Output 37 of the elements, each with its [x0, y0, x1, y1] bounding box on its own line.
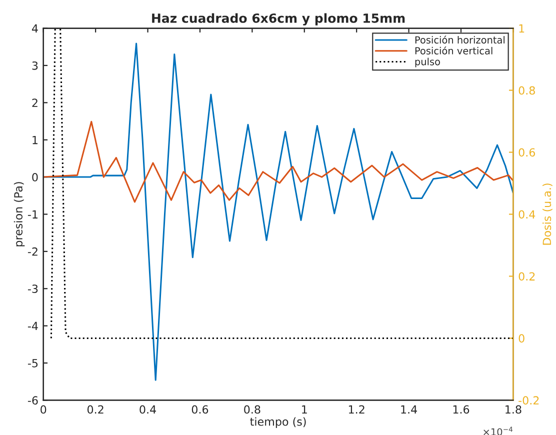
legend-label: Posición vertical — [415, 46, 492, 54]
y-tick-label: 3 — [32, 61, 38, 70]
y-axis-title: presion (Pa) — [14, 182, 25, 246]
x-tick-label: 1.6 — [453, 405, 470, 414]
y2-tick-label: 0.8 — [518, 86, 535, 95]
y-tick-label: 4 — [32, 24, 38, 32]
x-tick-label: 0.8 — [244, 405, 260, 414]
y2-axis-title: Dosis (u.a.) — [542, 184, 552, 245]
line-series — [43, 42, 514, 381]
x-tick-label: 1.4 — [401, 405, 417, 414]
x-tick-label: 0 — [40, 405, 46, 414]
y-tick-label: -5 — [28, 359, 38, 368]
y-tick-label: -3 — [28, 284, 38, 293]
y2-tick-label: -0.2 — [518, 396, 539, 405]
y2-tick-label: 0.2 — [518, 272, 535, 281]
y2-tick-label: 0.6 — [518, 148, 536, 157]
legend-label: Posición horizontal — [415, 36, 504, 44]
y-tick-label: -1 — [28, 210, 38, 218]
x-axis-title: tiempo (s) — [250, 417, 306, 428]
y-tick-label: -6 — [28, 396, 38, 405]
legend-label: pulso — [415, 58, 440, 68]
x-tick-label: 0.6 — [192, 405, 208, 414]
y-tick-label: 2 — [32, 98, 38, 107]
y-tick-label: -2 — [28, 247, 38, 256]
x-tick-label: 0.4 — [140, 405, 156, 414]
y-tick-label: 1 — [32, 136, 38, 144]
line-series — [43, 120, 514, 203]
y2-tick-label: 0.4 — [518, 210, 536, 219]
y2-tick-label: 1 — [519, 24, 524, 32]
x-tick-label: 0.2 — [87, 405, 104, 414]
y2-tick-label: 0 — [518, 334, 524, 343]
chart-title: Haz cuadrado 6x6cm y plomo 15mm — [152, 13, 405, 26]
y-tick-label: -4 — [28, 322, 38, 330]
y-tick-label: 0 — [32, 173, 38, 182]
x-tick-label: 1.2 — [348, 405, 364, 414]
x-tick-label: 1.8 — [506, 405, 522, 414]
x-tick-label: 1 — [302, 405, 307, 414]
